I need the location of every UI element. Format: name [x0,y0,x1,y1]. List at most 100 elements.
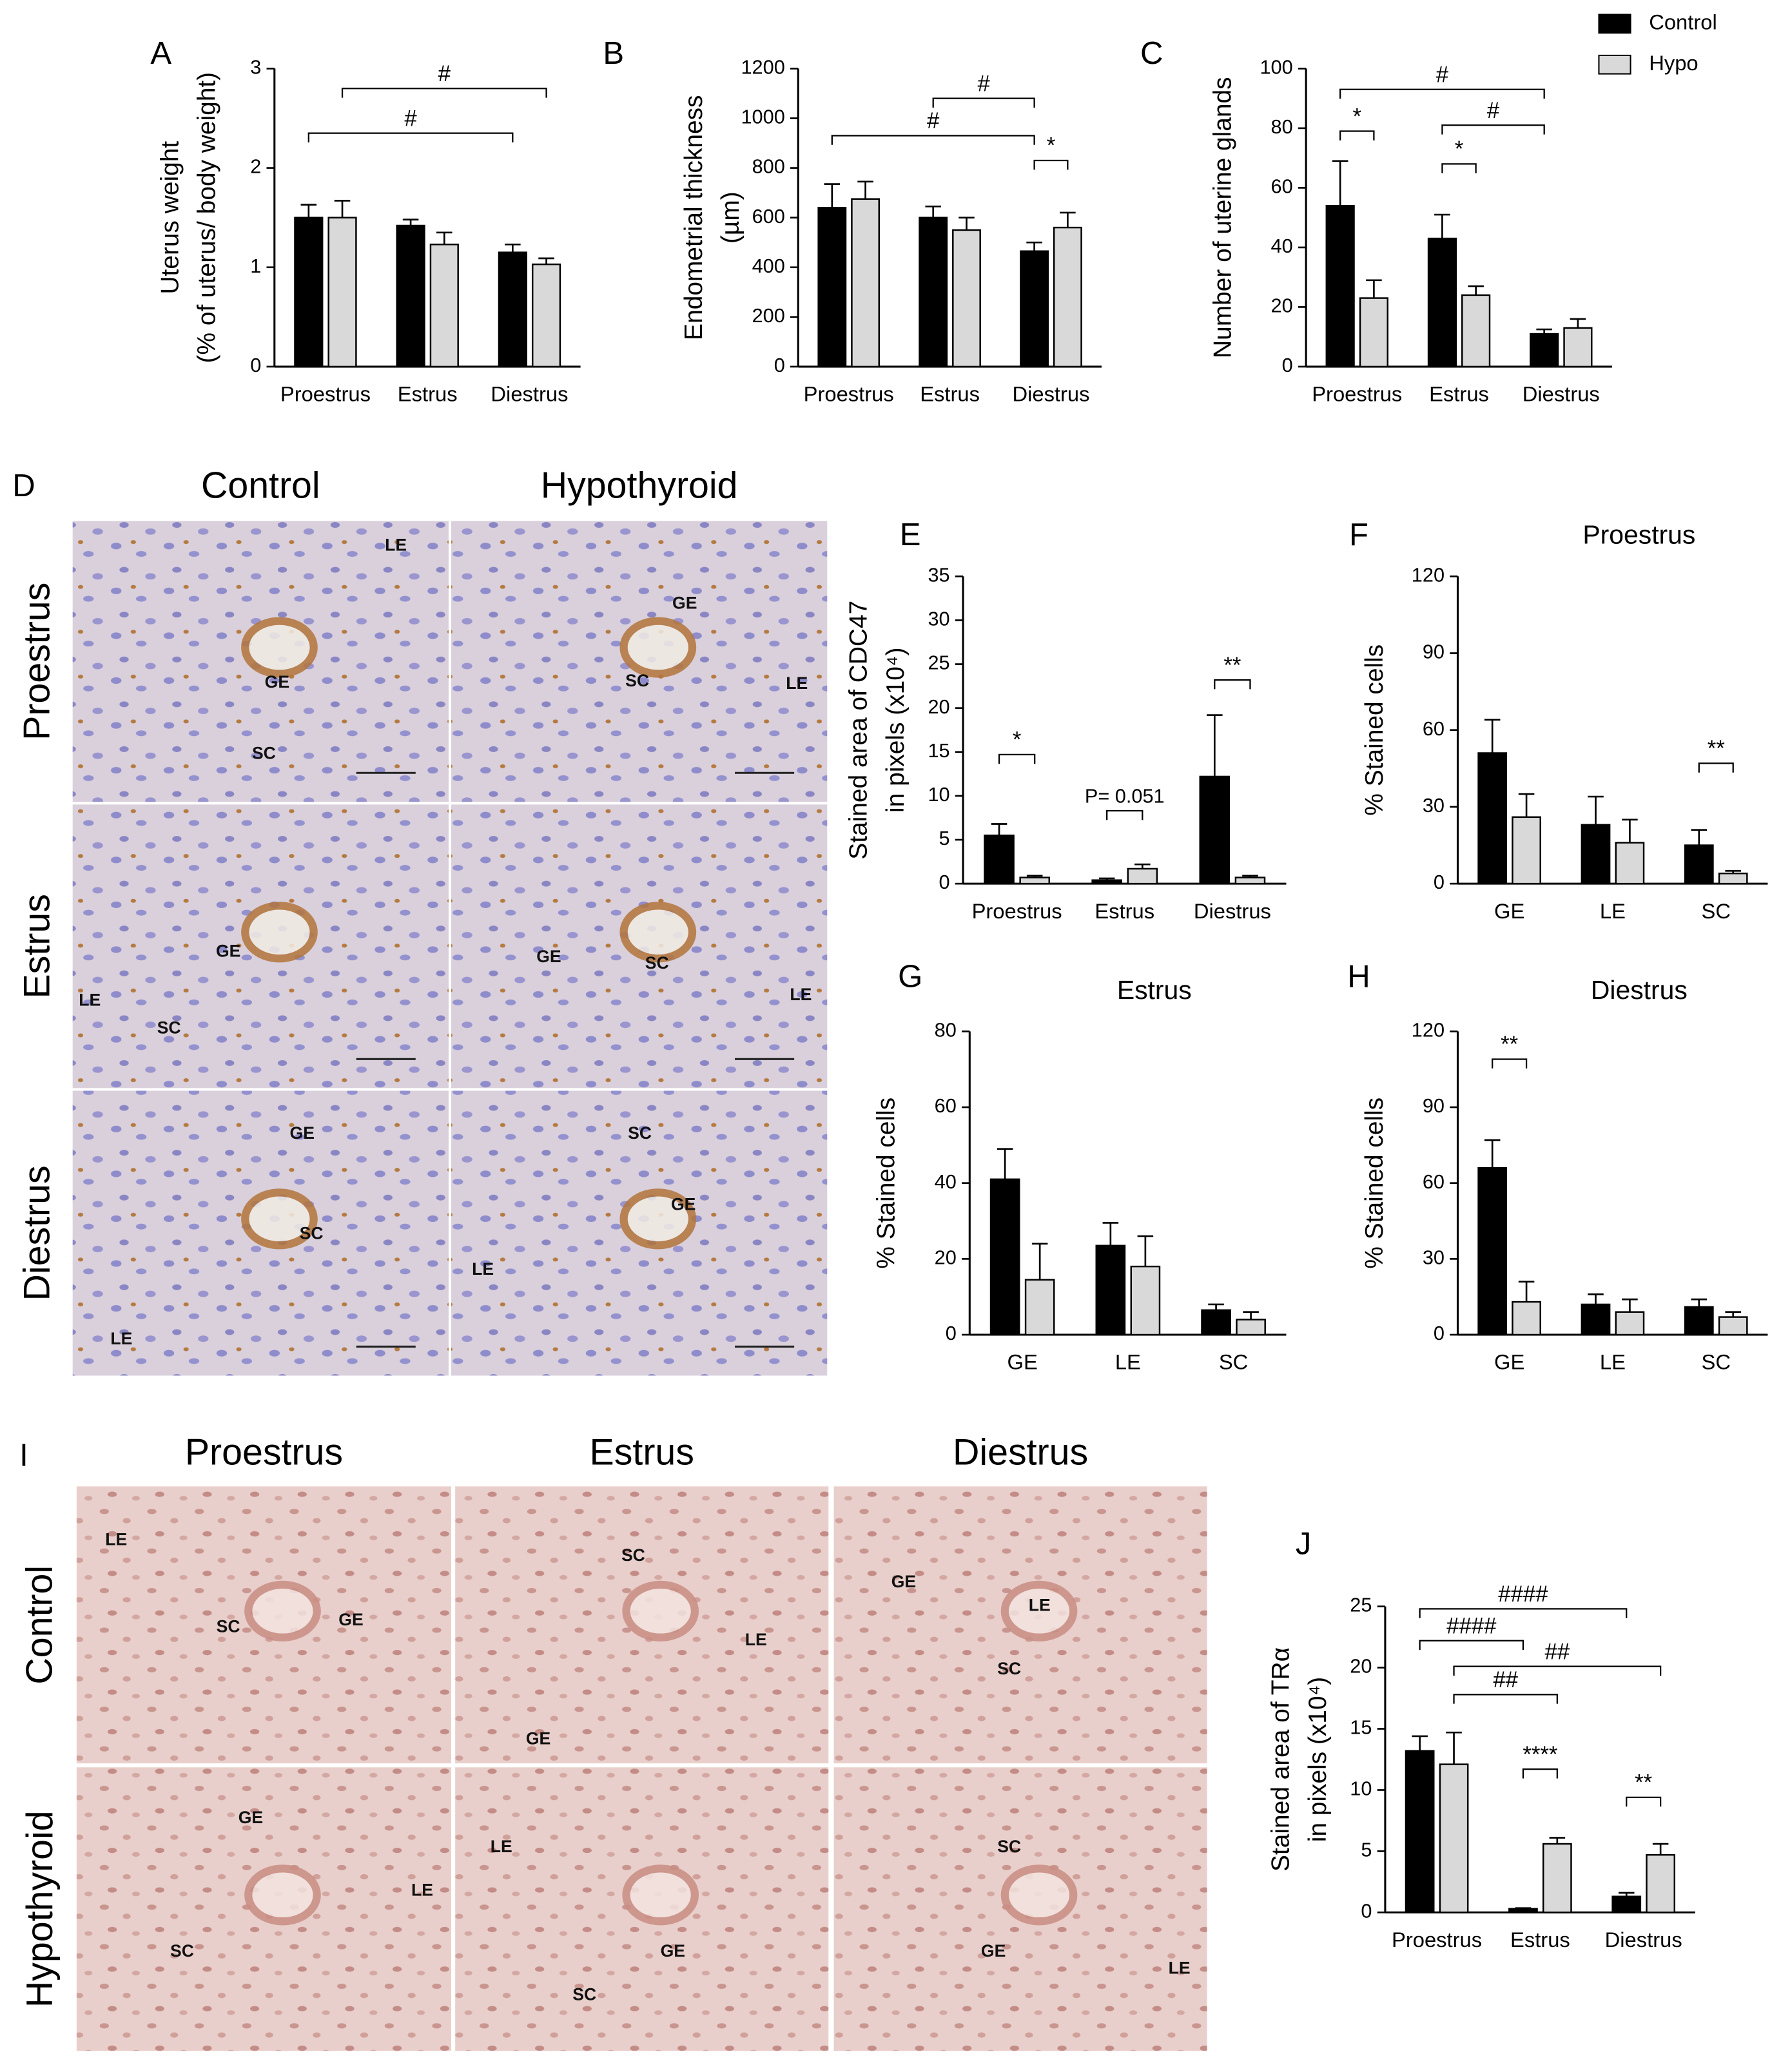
bar [1234,876,1266,885]
tissue-label: GE [216,942,240,961]
tissue-label: SC [997,1837,1021,1856]
x-tick-label: Proestrus [280,382,371,406]
bar [1611,1895,1642,1913]
tissue-label: LE [79,990,101,1009]
y-axis-label: Uterus weight [156,141,184,295]
tissue-label: SC [645,953,669,973]
tissue-label: LE [790,985,812,1004]
tissue-label: GE [671,1195,696,1214]
significance-label: * [1047,134,1056,159]
y-tick-label: 120 [1412,1018,1445,1041]
significance-bracket [1441,163,1477,173]
tissue-label: GE [265,672,289,692]
tissue-label: GE [526,1728,550,1748]
tissue-label: SC [300,1224,324,1243]
bar [1019,876,1050,885]
bar [498,251,527,368]
y-tick-label: 20 [1350,1655,1372,1678]
bar [1530,333,1559,368]
x-tick-label: LE [1600,899,1626,923]
tissue-label: GE [981,1941,1006,1961]
significance-label: # [927,109,940,133]
y-tick-label: 90 [1423,641,1445,663]
tissue-gland [241,1188,318,1250]
y-tick-label: 15 [1350,1716,1372,1739]
panel-letter: E [900,518,921,552]
y-tick-label: 90 [1423,1094,1445,1117]
y-tick-label: 2 [250,155,261,178]
legend-swatch [1598,54,1631,75]
x-tick-label: Proestrus [972,899,1062,923]
significance-bracket [1453,1665,1662,1676]
significance-label: * [1353,104,1362,129]
panel-letter: A [150,36,171,71]
significance-bracket [1522,1768,1558,1779]
x-tick-label: Estrus [920,382,980,406]
column-header: Proestrus [185,1431,343,1473]
bar [817,207,847,368]
significance-bracket [1106,809,1144,820]
tissue-label: SC [621,1545,645,1565]
bar [1563,327,1593,368]
significance-label: ** [1708,737,1725,761]
bar [1127,867,1158,885]
bar [429,244,459,368]
y-tick-label: 30 [1423,794,1445,817]
tissue-label: SC [157,1018,181,1037]
significance-label: ** [1635,1771,1652,1796]
bar [294,217,324,368]
significance-label: * [1013,728,1022,753]
y-tick-label: 30 [1423,1246,1445,1268]
x-tick-label: Diestrus [1012,382,1089,406]
y-axis-label: in pixels (x10⁴) [882,647,910,813]
significance-bracket [1492,1058,1528,1069]
bar [1718,873,1748,885]
panel-letter: H [1347,959,1370,994]
tissue-label: SC [217,1616,240,1636]
significance-label: # [977,72,990,96]
tissue-gland [241,617,318,678]
bar [1512,816,1541,885]
chart: G Estrus % Stained cells 0 20 40 60 80 GE LE SC [873,959,1287,1374]
chart-title: Estrus [1117,975,1192,1005]
y-tick-label: 200 [752,304,785,327]
tissue-gland [619,902,697,963]
x-tick-label: LE [1600,1350,1626,1374]
y-tick-label: 0 [1282,354,1293,376]
significance-bracket [1419,1608,1628,1618]
x-tick-label: Diestrus [1605,1928,1682,1951]
bar [1053,226,1082,368]
y-tick-label: 5 [1361,1839,1372,1861]
x-tick-label: Proestrus [804,382,894,406]
x-tick-label: Diestrus [1523,382,1600,406]
y-tick-label: 80 [935,1018,957,1041]
column-header: Estrus [590,1431,694,1473]
chart: H Diestrus % Stained cells 0 30 60 90 120 GE LE SC… [1347,959,1768,1374]
x-tick-label: SC [1702,1350,1731,1374]
tissue-label: LE [491,1837,512,1856]
legend: Control Hypo [1598,10,1717,75]
bar [1461,294,1491,368]
significance-bracket [1453,1694,1558,1704]
y-axis-label: (µm) [717,191,745,244]
bar [531,263,561,368]
chart-title: Proestrus [1582,520,1695,550]
significance-bracket [831,135,1035,145]
tissue-label: GE [290,1123,315,1143]
x-tick-label: Estrus [1510,1928,1570,1951]
row-header: Control [19,1565,61,1685]
significance-bracket [1339,88,1545,99]
y-axis-label: Stained area of CDC47 [845,601,873,860]
bar [1130,1265,1161,1336]
significance-label: # [404,106,417,131]
y-tick-label: 20 [928,695,949,718]
chart: F Proestrus % Stained cells 0 30 60 90 120 GE LE S… [1349,518,1768,923]
significance-label: ** [1223,654,1241,678]
tissue-gland [1000,1864,1078,1926]
panel-letter: C [1140,36,1163,71]
row-header: Estrus [17,894,58,998]
panel-letter: B [603,36,624,71]
tissue-gland [241,902,318,963]
significance-label: ** [1501,1032,1518,1057]
